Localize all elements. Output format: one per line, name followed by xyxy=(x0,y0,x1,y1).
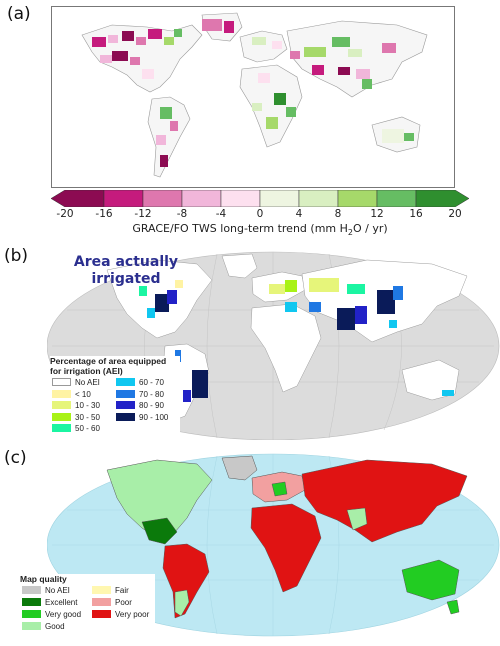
legend-item: Excellent xyxy=(22,598,77,607)
map-quality-map xyxy=(47,452,500,638)
legend-item: Good xyxy=(22,622,65,631)
legend-swatch xyxy=(116,389,135,398)
colorbar-swatch xyxy=(337,190,378,207)
legend-swatch xyxy=(116,378,135,386)
colorbar-tick-label: 20 xyxy=(448,208,462,220)
aei-legend-title-line2: for irrigation (AEI) xyxy=(50,366,123,376)
legend-item: Poor xyxy=(92,598,132,607)
colorbar-title-subscript: 2 xyxy=(347,228,353,238)
colorbar-ticks: -20 -16 -12 -8 -4 0 4 8 12 16 20 xyxy=(51,208,469,222)
legend-item: 90 - 100 xyxy=(116,412,169,422)
legend-item: 50 - 60 xyxy=(52,424,100,433)
legend-swatch xyxy=(116,401,135,409)
legend-label: 30 - 50 xyxy=(75,412,100,422)
legend-swatch xyxy=(22,622,41,630)
colorbar-tick-label: -20 xyxy=(56,208,74,220)
legend-swatch xyxy=(92,598,111,606)
colorbar-swatch xyxy=(103,190,144,207)
legend-label: Very good xyxy=(45,610,82,619)
map-quality-legend: Map quality No AEI Excellent Very good Good… xyxy=(20,574,155,634)
colorbar-tick-label: 0 xyxy=(256,208,264,220)
legend-label: No AEI xyxy=(45,586,70,595)
panel-a-label: (a) xyxy=(7,4,31,24)
legend-swatch xyxy=(52,378,71,386)
colorbar-swatch xyxy=(376,190,417,207)
legend-swatch xyxy=(22,598,41,606)
legend-swatch xyxy=(52,424,71,432)
irrigated-area-title-line2: irrigated xyxy=(91,271,161,287)
legend-swatch xyxy=(22,586,41,594)
legend-item: 80 - 90 xyxy=(116,401,164,410)
colorbar-swatch xyxy=(51,190,105,207)
irrigated-area-title-line1: Area actually xyxy=(73,254,179,270)
legend-label: 70 - 80 xyxy=(139,389,164,399)
legend-item: No AEI xyxy=(52,378,100,387)
colorbar-tick-label: -12 xyxy=(134,208,152,220)
legend-label: 90 - 100 xyxy=(139,412,169,422)
colorbar-tick-label: 8 xyxy=(334,208,342,220)
legend-swatch xyxy=(52,412,71,421)
panel-b-label: (b) xyxy=(4,246,29,266)
tws-trend-map xyxy=(51,6,455,188)
legend-item: 60 - 70 xyxy=(116,378,164,387)
aei-legend-title-line1: Percentage of area equipped xyxy=(50,356,167,366)
legend-item: Very good xyxy=(22,610,81,619)
colorbar-swatch xyxy=(220,190,261,207)
legend-item: No AEI xyxy=(22,586,70,595)
legend-item: Very poor xyxy=(92,610,149,619)
legend-label: < 10 xyxy=(75,389,91,399)
legend-label: Very poor xyxy=(115,610,150,619)
map-quality-legend-title: Map quality xyxy=(20,574,67,584)
colorbar-tick-label: -16 xyxy=(95,208,113,220)
legend-item: 70 - 80 xyxy=(116,389,164,399)
panel-c-label: (c) xyxy=(4,448,27,468)
legend-label: Fair xyxy=(115,586,129,595)
legend-item: 10 - 30 xyxy=(52,401,100,410)
colorbar-tick-label: 16 xyxy=(409,208,423,220)
colorbar-tick-label: -4 xyxy=(215,208,227,220)
legend-swatch xyxy=(116,412,135,421)
colorbar-tick-label: 4 xyxy=(295,208,303,220)
colorbar-swatch xyxy=(181,190,222,207)
legend-label: Good xyxy=(45,622,65,631)
legend-label: No AEI xyxy=(75,378,100,387)
legend-label: 80 - 90 xyxy=(139,401,164,410)
irrigated-area-title: Area actually irrigated xyxy=(64,254,188,288)
colorbar-tick-label: 12 xyxy=(370,208,384,220)
legend-label: Excellent xyxy=(45,598,78,607)
colorbar-swatch xyxy=(415,190,469,207)
legend-swatch xyxy=(92,610,111,618)
legend-swatch xyxy=(52,401,71,409)
legend-item: Fair xyxy=(92,586,129,595)
colorbar-title-prefix: GRACE/FO TWS long-term trend (mm H xyxy=(132,222,348,235)
colorbar-swatch xyxy=(298,190,339,207)
aei-legend: Percentage of area equipped for irrigati… xyxy=(50,356,180,436)
colorbar-swatch xyxy=(142,190,183,207)
legend-label: Poor xyxy=(115,598,132,607)
legend-swatch xyxy=(92,586,111,594)
legend-label: 10 - 30 xyxy=(75,401,100,410)
colorbar-swatch xyxy=(259,190,300,207)
colorbar-tick-label: -8 xyxy=(176,208,188,220)
legend-label: 50 - 60 xyxy=(75,424,100,433)
legend-swatch xyxy=(52,389,71,398)
legend-item: 30 - 50 xyxy=(52,412,100,422)
colorbar-title: GRACE/FO TWS long-term trend (mm H2O / y… xyxy=(51,222,469,237)
colorbar-title-suffix: O / yr) xyxy=(353,222,388,235)
legend-swatch xyxy=(22,610,41,618)
colorbar xyxy=(51,190,469,207)
legend-item: < 10 xyxy=(52,389,91,399)
tws-trend-map-graphic xyxy=(81,12,428,178)
map-quality-map-graphic xyxy=(47,453,500,637)
legend-label: 60 - 70 xyxy=(139,378,164,387)
